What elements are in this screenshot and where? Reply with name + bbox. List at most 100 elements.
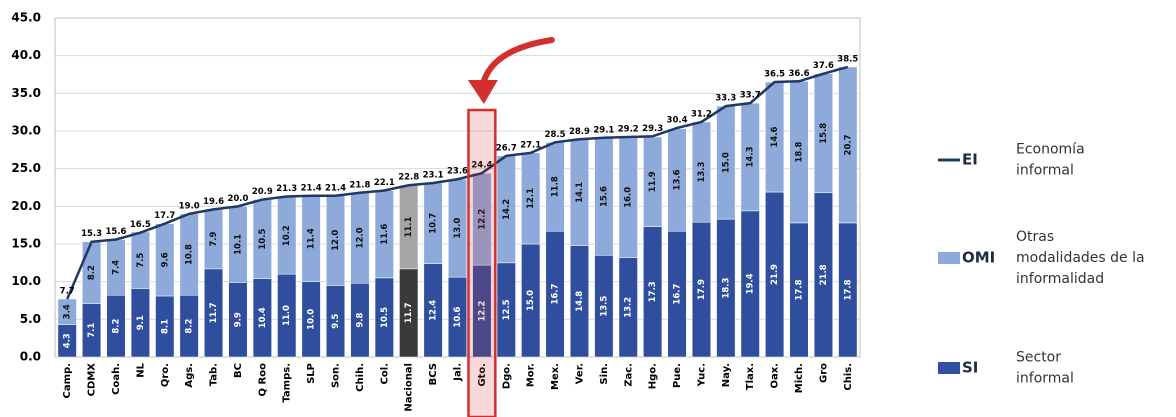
legend-key: EI — [962, 151, 978, 169]
value-label: 8.2 — [185, 319, 195, 334]
value-label: 12.5 — [502, 299, 512, 320]
value-label: 12.1 — [526, 188, 536, 209]
y-tick-label: 15.0 — [11, 237, 41, 251]
value-label: 13.3 — [697, 161, 707, 182]
value-label: 12.0 — [355, 227, 365, 248]
x-tick-label: SLP — [306, 363, 317, 384]
x-tick-label: Yuc. — [696, 363, 707, 387]
value-label: 11.7 — [404, 302, 414, 323]
line-label: 16.5 — [130, 220, 151, 230]
x-tick-label: Jal. — [453, 363, 464, 382]
x-tick-label: Zac. — [623, 363, 634, 387]
legend-desc: modalidades de la — [1016, 250, 1145, 266]
value-label: 10.6 — [453, 307, 463, 328]
value-label: 14.8 — [575, 291, 585, 312]
legend-desc: informal — [1016, 371, 1074, 387]
line-label: 31.2 — [691, 109, 712, 119]
y-tick-label: 20.0 — [11, 199, 41, 213]
line-label: 22.1 — [374, 178, 395, 188]
value-label: 14.6 — [770, 126, 780, 147]
x-tick-label: Pue. — [672, 363, 683, 388]
x-tick-label: Q Roo — [257, 363, 268, 397]
value-label: 13.5 — [599, 296, 609, 317]
value-label: 10.4 — [258, 307, 268, 328]
value-label: 8.2 — [87, 265, 97, 280]
value-label: 12.2 — [477, 300, 487, 321]
value-label: 15.0 — [526, 290, 536, 311]
value-label: 12.4 — [429, 300, 439, 321]
value-label: 16.7 — [673, 284, 683, 305]
line-label: 37.6 — [813, 61, 834, 71]
line-label: 21.3 — [276, 184, 297, 194]
value-label: 10.0 — [307, 309, 317, 330]
line-label: 20.9 — [252, 187, 273, 197]
legend-key: OMI — [962, 249, 995, 267]
value-label: 11.0 — [282, 305, 292, 326]
legend-swatch — [938, 252, 960, 264]
value-label: 7.9 — [209, 231, 219, 246]
legend-desc: Otras — [1016, 229, 1054, 245]
x-tick-label: Dgo. — [501, 363, 512, 389]
y-tick-label: 0.0 — [20, 350, 41, 364]
y-tick-label: 30.0 — [11, 124, 41, 138]
line-label: 24.4 — [471, 161, 492, 171]
legend-swatch — [938, 362, 960, 374]
line-label: 28.5 — [545, 130, 566, 140]
line-label: 33.3 — [715, 94, 736, 104]
value-label: 21.8 — [819, 264, 829, 285]
y-tick-label: 5.0 — [20, 312, 41, 326]
value-label: 18.3 — [721, 278, 731, 299]
value-label: 14.3 — [746, 146, 756, 167]
line-label: 36.5 — [764, 70, 785, 80]
value-label: 15.6 — [599, 186, 609, 207]
value-label: 19.4 — [746, 273, 756, 294]
value-label: 17.3 — [648, 281, 658, 302]
y-tick-label: 40.0 — [11, 48, 41, 62]
line-label: 15.6 — [105, 227, 126, 237]
value-label: 10.5 — [380, 307, 390, 328]
x-tick-label: Nacional — [404, 363, 415, 412]
value-label: 11.7 — [209, 302, 219, 323]
value-label: 9.5 — [331, 314, 341, 329]
value-label: 18.8 — [795, 142, 805, 163]
value-label: 9.6 — [160, 252, 170, 267]
line-label: 27.1 — [520, 140, 541, 150]
legend-key: SI — [962, 359, 978, 377]
value-label: 13.2 — [624, 297, 634, 318]
value-label: 9.9 — [233, 312, 243, 327]
line-label: 15.3 — [81, 229, 102, 239]
value-label: 10.1 — [233, 234, 243, 255]
value-label: 7.1 — [87, 323, 97, 338]
value-label: 15.0 — [721, 152, 731, 173]
value-label: 11.4 — [307, 228, 317, 249]
x-tick-label: Chih. — [355, 363, 366, 392]
line-label: 21.4 — [301, 183, 322, 193]
value-label: 17.9 — [697, 279, 707, 300]
x-tick-label: Hgo. — [648, 363, 659, 389]
value-label: 17.8 — [795, 279, 805, 300]
value-label: 20.7 — [843, 134, 853, 155]
legend-desc: informal — [1016, 163, 1074, 179]
x-tick-label: Ver. — [574, 363, 585, 384]
value-label: 14.2 — [502, 199, 512, 220]
line-label: 33.7 — [740, 91, 761, 101]
value-label: 11.6 — [380, 224, 390, 245]
legend-desc: Economía — [1016, 142, 1085, 158]
legend-desc: Sector — [1016, 350, 1061, 366]
line-label: 23.1 — [423, 170, 444, 180]
line-label: 7.7 — [60, 286, 75, 296]
line-series — [66, 65, 849, 300]
y-tick-label: 45.0 — [11, 11, 41, 25]
x-tick-label: Coah. — [111, 363, 122, 395]
line-label: 38.5 — [837, 54, 858, 64]
x-tick-label: Gto. — [477, 363, 488, 387]
x-tick-label: Qro. — [160, 363, 171, 387]
y-tick-label: 25.0 — [11, 161, 41, 175]
callout-box — [467, 108, 497, 417]
value-label: 10.2 — [282, 225, 292, 246]
line-label: 29.1 — [593, 125, 614, 135]
value-label: 13.0 — [453, 218, 463, 239]
x-tick-label: Col. — [379, 363, 390, 384]
x-tick-label: Ags. — [184, 363, 195, 388]
